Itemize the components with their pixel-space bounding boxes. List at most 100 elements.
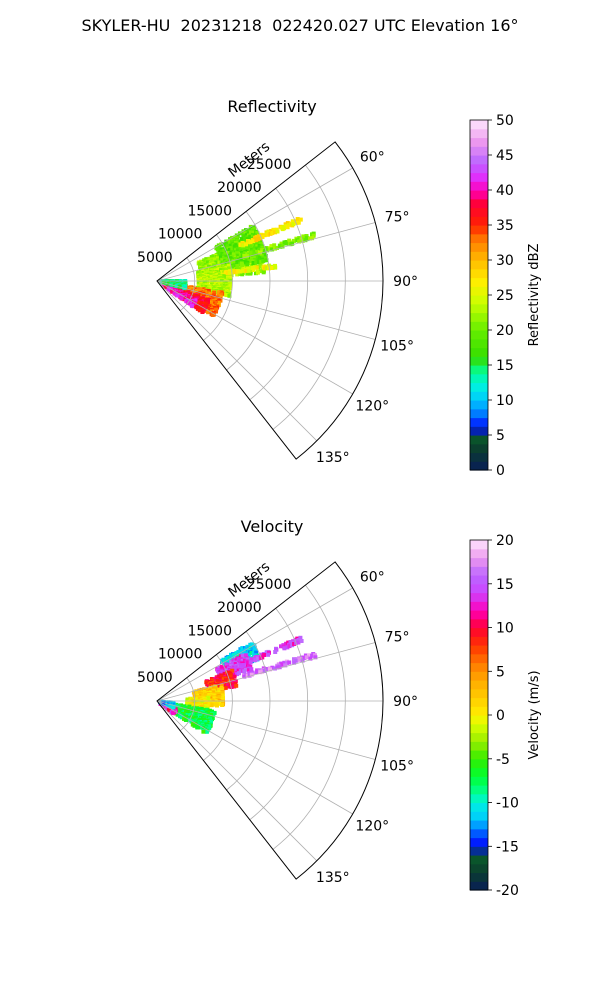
colorbar-swatch [470,645,488,655]
colorbar-tick-label: -10 [496,796,519,812]
echo-cell [249,651,254,655]
colorbar-swatch [470,592,488,602]
echo-cell [215,703,219,708]
echo-cell [298,217,303,222]
colorbar-swatch [470,671,488,681]
echo-cell [245,262,250,267]
colorbar-tick-label: 5 [496,428,505,444]
sector-frame [156,561,384,880]
colorbar-swatch [470,400,488,410]
colorbar-swatch [470,758,488,769]
colorbar-swatch [470,242,488,252]
colorbar-tick-label: 20 [496,533,514,549]
echo-cell [297,239,302,244]
echo-cell [247,671,252,676]
echo-cell [235,244,240,249]
echo-cell [275,229,280,234]
echo-cell [231,661,235,666]
echo-cell [285,645,290,650]
colorbar-swatch [470,636,488,646]
echo-cell [203,260,208,265]
colorbar-tick-label: 0 [496,463,505,479]
echo-cell [286,222,291,227]
colorbar-swatch [470,461,488,471]
echo-cell [220,665,225,670]
echo-cell [248,266,253,270]
colorbar-swatch [470,321,488,331]
range-ring [249,187,309,401]
echo-cell [252,226,257,231]
echo-cell [202,278,207,283]
echo-cell [247,673,252,678]
echo-cell [247,245,252,250]
echo-cell [197,261,202,266]
echo-cell [246,660,251,665]
range-ring [249,607,309,821]
echo-cell [292,238,296,243]
azimuth-spoke [156,700,376,760]
echo-cell [283,663,288,668]
colorbar-tick-label: 15 [496,577,514,593]
echo-cell [201,301,206,306]
echo-cell [258,269,263,274]
echo-cell [254,650,259,655]
echo-cell [259,254,264,259]
echo-cell [278,244,283,249]
echo-cell [201,691,206,695]
echo-cell [230,240,234,245]
colorbar-swatch [470,706,488,716]
echo-cell [273,650,278,654]
echo-cell [209,703,214,708]
echo-cell [225,658,230,662]
echo-cell [219,683,224,688]
colorbar-swatch [470,820,488,830]
colorbar-swatch [470,680,488,690]
range-tick-label: 5000 [137,250,173,266]
echo-cell [231,252,236,257]
echo-cell [218,696,223,701]
echo-cell [244,242,248,247]
echo-cell [204,729,209,734]
echo-cell [223,685,228,690]
colorbar-tick-label: 45 [496,148,514,164]
echo-cell [264,258,269,263]
echo-cell [254,260,259,265]
echo-cell [256,656,261,661]
echo-cell [215,692,219,697]
echo-cell [262,233,267,238]
echo-cell [230,246,235,251]
colorbar-swatch [470,163,488,174]
echo-cell [241,243,246,248]
reflectivity-title: Reflectivity [227,97,316,116]
azimuth-spoke [156,167,353,282]
colorbar-swatch [470,338,488,349]
echo-cell [272,243,277,248]
echo-cell [226,250,231,255]
range-ring [203,234,233,341]
echo-cell [235,269,240,274]
echo-cell [198,725,202,730]
echo-cell [219,292,224,297]
echo-cell [207,256,212,261]
echo-cell [290,241,295,246]
echo-cell [257,236,262,241]
echo-cell [268,667,272,672]
echo-cell [270,665,275,670]
echo-cell [254,253,259,257]
colorbar-swatch [470,286,488,296]
colorbar-tick-label: 0 [496,708,505,724]
colorbar-tick-label: -5 [496,752,510,768]
sector-frame [156,141,384,460]
echo-cell [246,268,251,273]
colorbar-swatch [470,347,488,357]
echo-cell [238,269,243,274]
azimuth-spoke [156,642,376,702]
range-ring [226,631,271,791]
echo-cell [247,259,252,264]
echo-cell [206,310,211,315]
echo-cell [282,226,287,231]
echo-cell [242,669,247,674]
echo-cell [234,257,238,262]
